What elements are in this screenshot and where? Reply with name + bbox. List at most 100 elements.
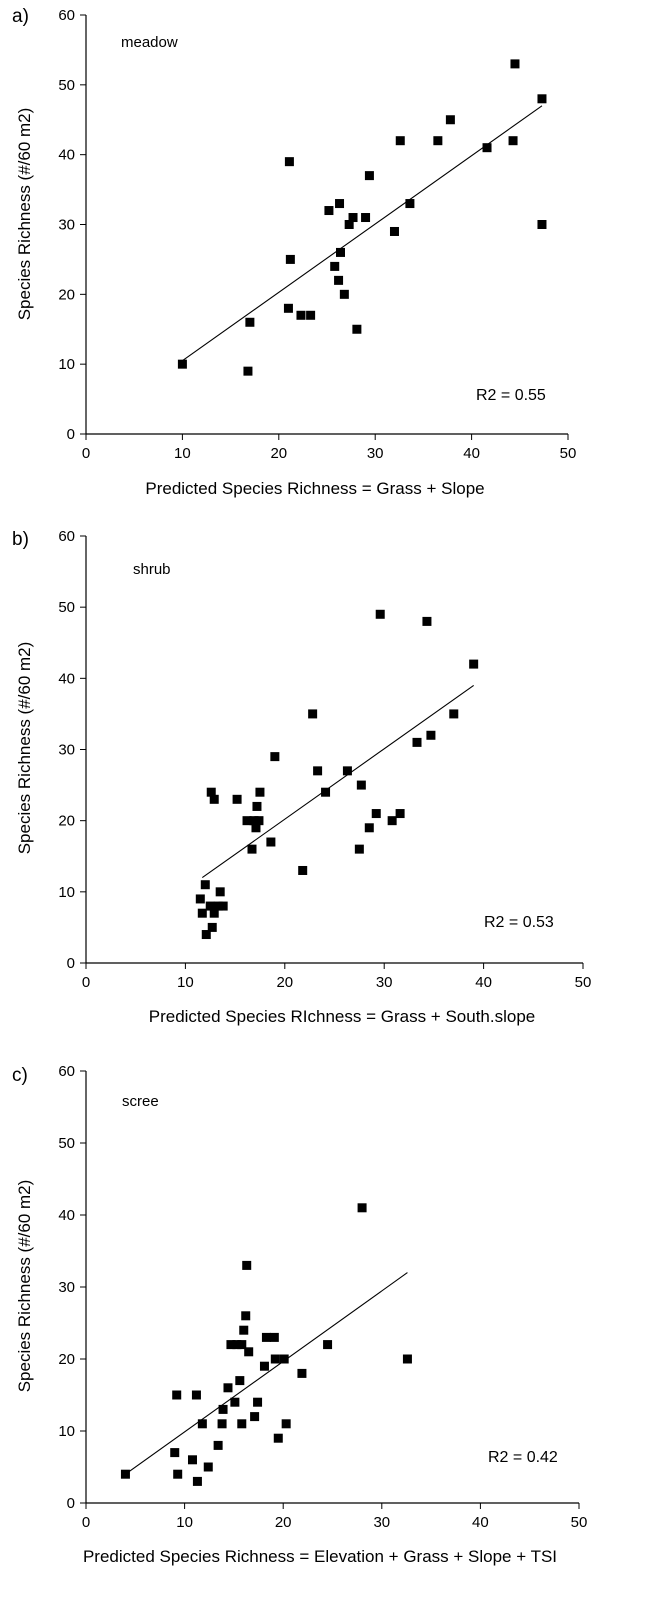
y-tick-label: 30 [58,217,75,234]
data-point [354,844,364,854]
data-point [239,1325,249,1335]
data-point [371,809,381,819]
y-tick-label: 50 [58,1135,75,1152]
data-point [252,801,262,811]
data-point [232,1340,242,1350]
data-point [339,289,349,299]
x-tick-label: 50 [571,1514,588,1531]
data-point [281,1419,291,1429]
x-tick-label: 30 [367,445,384,462]
data-point [218,1404,228,1414]
data-point [209,794,219,804]
data-point [279,1354,289,1364]
data-point [323,1340,333,1350]
data-point [243,366,253,376]
x-tick-label: 0 [82,1514,90,1531]
data-point [254,816,264,826]
y-tick-label: 0 [67,426,75,443]
y-tick-label: 0 [67,1495,75,1512]
data-point [335,199,345,209]
data-point [249,816,259,826]
x-axis-title: Predicted Species Richness = Elevation +… [83,1547,557,1566]
data-point [197,908,207,918]
y-tick-label: 30 [58,1279,75,1296]
x-tick-label: 20 [275,1514,292,1531]
data-point [269,1332,279,1342]
panel-a-meadow: 0 10 20 30 40 50 60 0 10 20 30 40 50 a) meadow R2 = 0.5… [12,6,576,498]
data-point [321,787,331,797]
data-point [412,737,422,747]
y-tick-label: 50 [58,599,75,616]
data-point [197,1419,207,1429]
data-point [237,1340,247,1350]
data-point [324,206,334,216]
y-tick-label: 10 [58,356,75,373]
data-point [361,213,371,223]
data-point [230,1397,240,1407]
data-point [537,220,547,229]
data-point [469,659,479,669]
data-point [205,901,215,911]
data-point [296,310,306,320]
data-point [422,616,432,626]
data-point [226,1340,236,1350]
data-point [206,787,216,797]
y-axis-title: Species Richness (#/60 m2) [15,642,34,855]
data-point [433,136,443,146]
y-tick-label: 40 [58,670,75,687]
data-point [445,115,455,125]
r2-annotation: R2 = 0.53 [484,914,554,931]
data-point [508,136,518,146]
data-point [241,1311,251,1321]
data-point [270,1354,280,1364]
data-point [170,1448,180,1458]
y-tick-label: 30 [58,742,75,759]
data-point [395,809,405,819]
x-tick-label: 0 [82,974,90,991]
x-tick-label: 30 [373,1514,390,1531]
habitat-label: meadow [121,34,178,51]
data-point [215,887,225,897]
y-tick-label: 60 [58,528,75,545]
x-tick-label: 10 [176,1514,193,1531]
data-point [207,922,217,932]
x-tick-label: 50 [575,974,592,991]
x-axis-title: Predicted Species Richness = Grass + Slo… [145,479,484,498]
y-tick-label: 20 [58,1351,75,1368]
data-point [217,1419,227,1429]
data-point [242,816,252,826]
data-point [213,901,223,911]
data-point [285,254,295,264]
data-point [395,136,405,146]
habitat-label: scree [122,1093,159,1110]
data-point [218,901,228,911]
x-tick-label: 50 [560,445,577,462]
data-point [348,213,358,223]
data-point [200,880,210,890]
data-point [357,1203,367,1213]
data-point [203,1462,213,1472]
data-point [387,816,397,826]
data-point [255,787,265,797]
data-point [266,837,276,847]
data-point [250,1412,260,1422]
data-point [173,1469,183,1479]
y-axis-title: Species Richness (#/60 m2) [15,1180,34,1393]
panel-label: c) [12,1065,28,1086]
data-point [308,709,318,719]
r2-annotation: R2 = 0.55 [476,387,546,404]
x-axis-title: Predicted Species RIchness = Grass + Sou… [149,1007,535,1026]
data-point [344,220,354,229]
regression-line [125,1272,408,1475]
data-point [192,1476,202,1486]
data-point [510,59,520,69]
data-point [253,1397,263,1407]
data-point [201,930,211,940]
data-point [352,324,362,334]
data-point [306,310,316,320]
data-point [242,1260,252,1270]
data-point [235,1376,245,1386]
y-tick-label: 20 [58,813,75,830]
y-tick-label: 10 [58,1423,75,1440]
